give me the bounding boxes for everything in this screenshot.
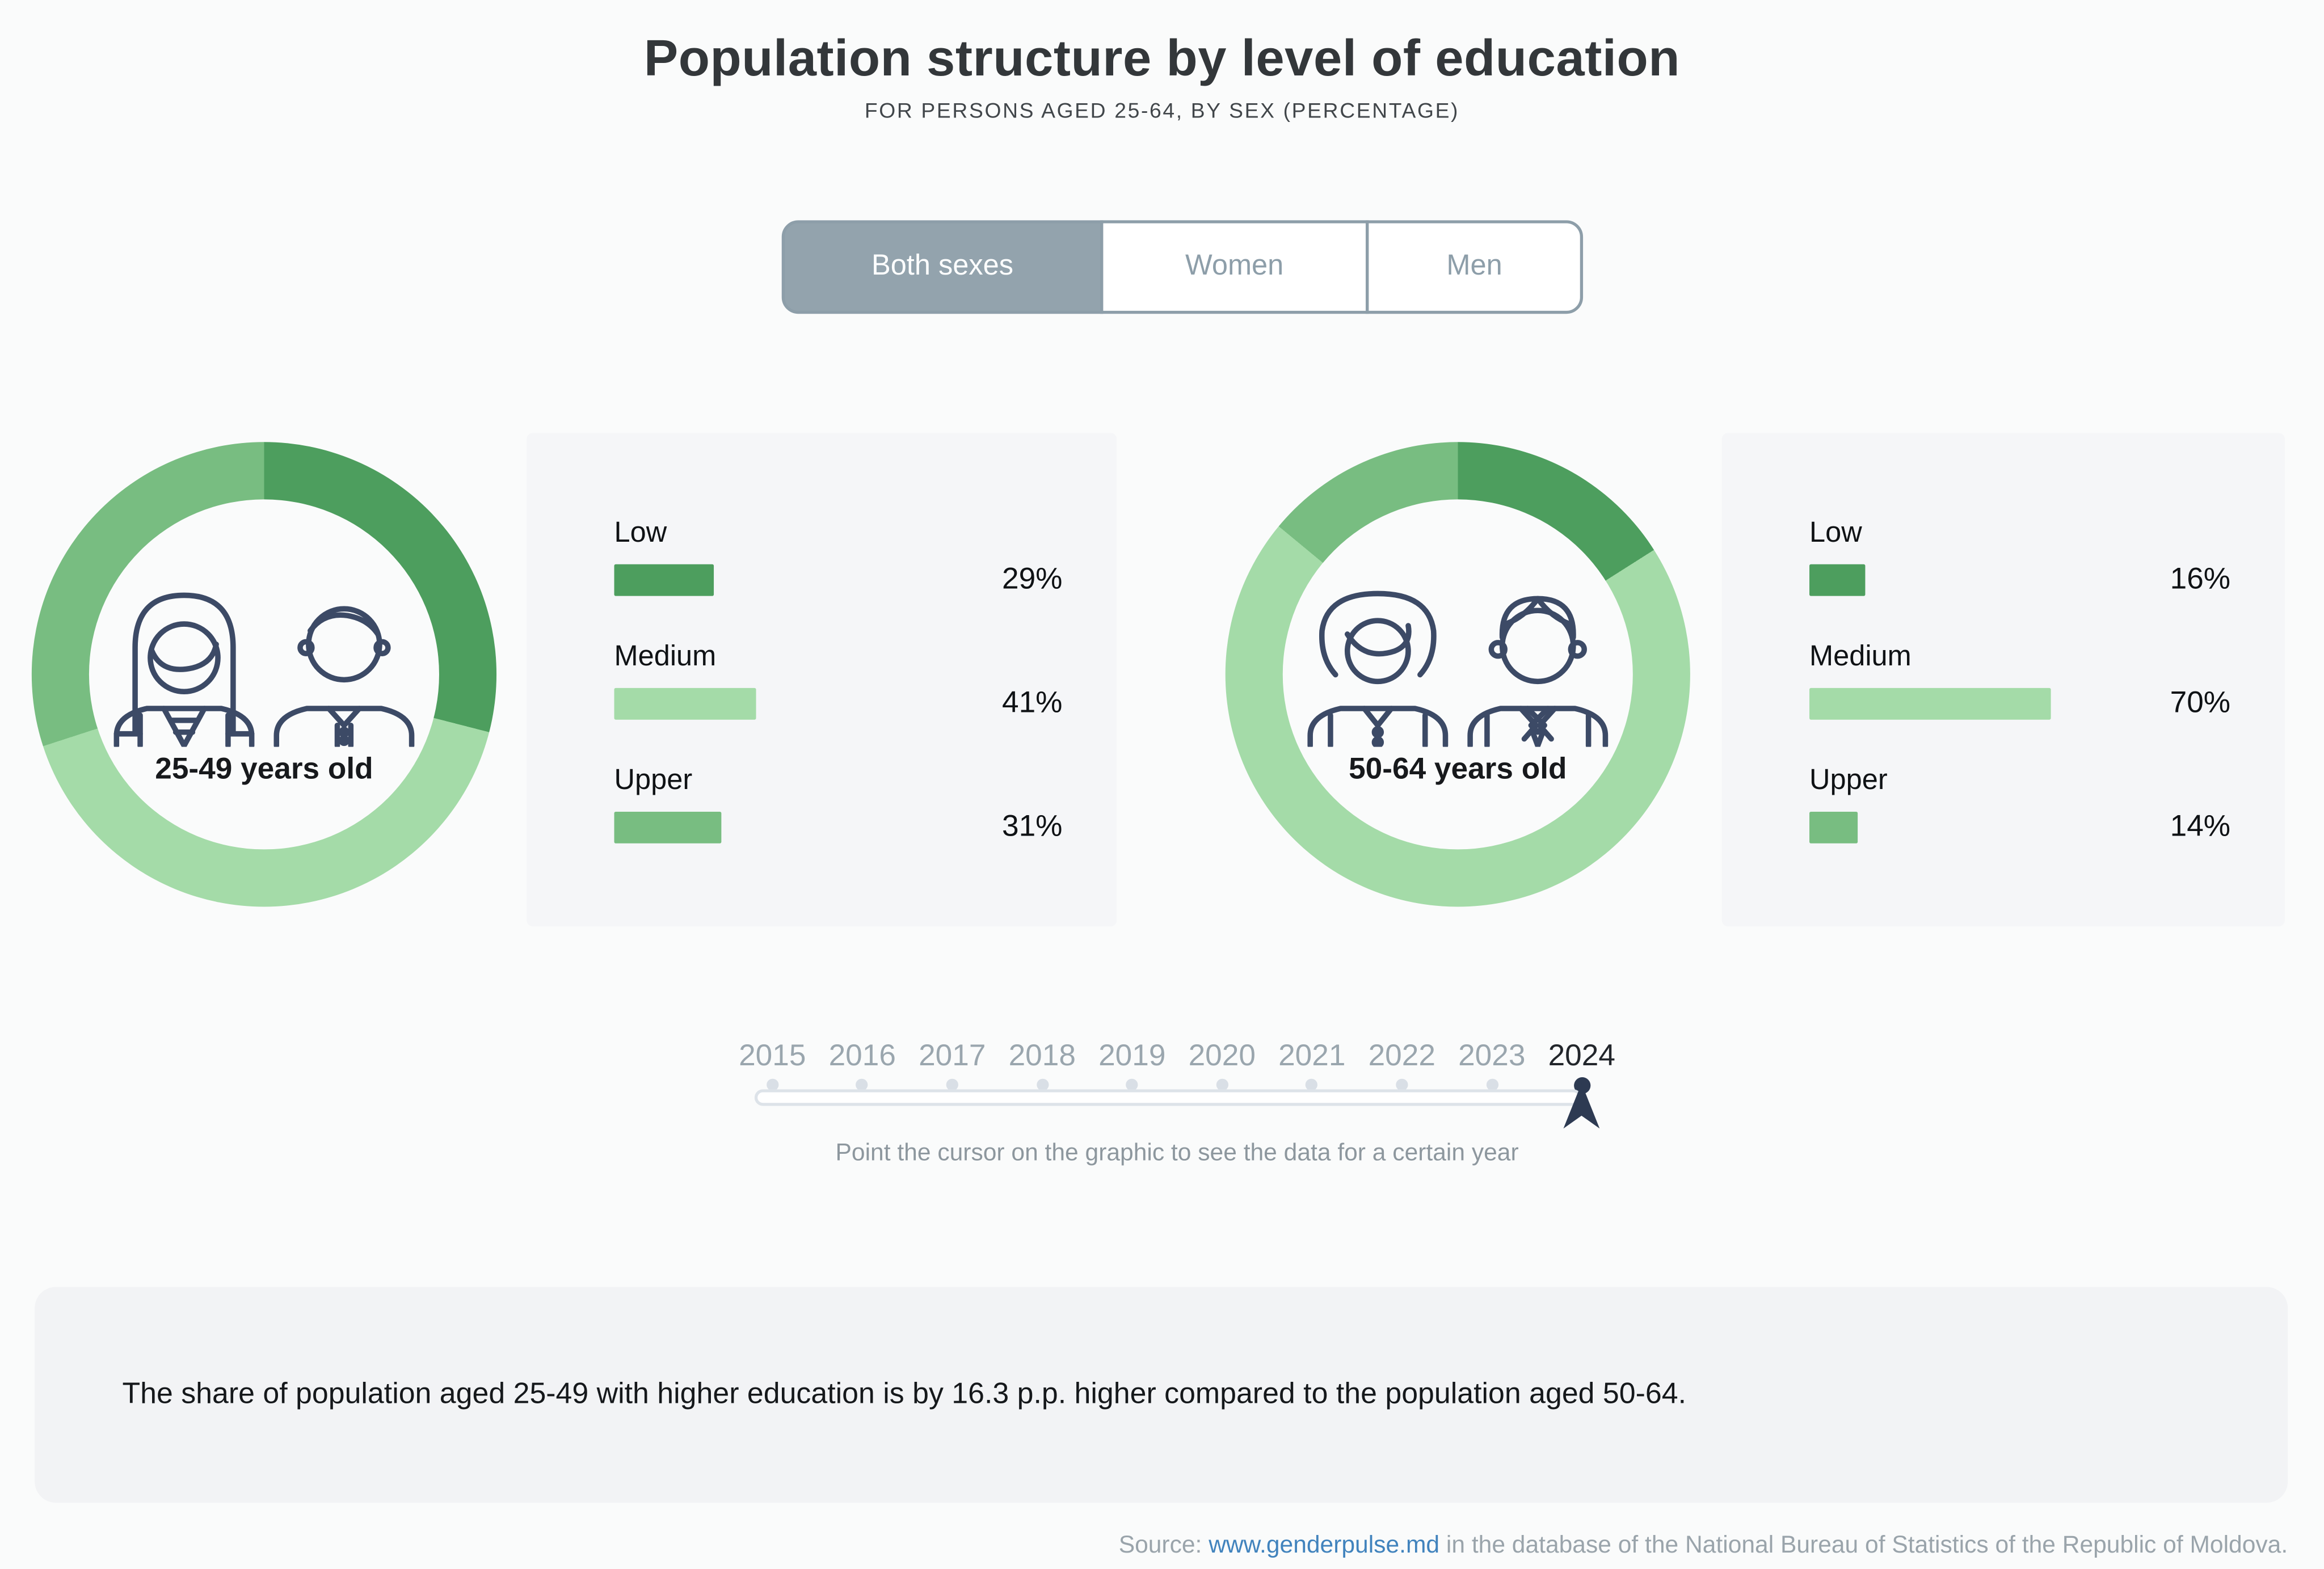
stat-label: Low <box>1809 517 1862 550</box>
stat-row-medium: Medium 70% <box>1809 641 2231 720</box>
sex-toggle: Both sexes Women Men <box>781 220 1584 314</box>
young-couple-illustration <box>100 569 429 747</box>
source-link[interactable]: www.genderpulse.md <box>1209 1533 1440 1559</box>
year-labels: 2015 2016 2017 2018 2019 2020 2021 2022 … <box>727 1040 1627 1074</box>
stat-bar <box>1809 688 2052 720</box>
older-couple-illustration <box>1293 569 1622 747</box>
year-2024-selected[interactable]: 2024 <box>1548 1039 1615 1073</box>
stats-panel-50-64: Low 16% Medium 70% Upper 14% <box>1721 433 2285 927</box>
stat-bar <box>1809 564 1865 596</box>
donut-label-50-64: 50-64 years old <box>1349 753 1567 786</box>
year-2022[interactable]: 2022 <box>1368 1039 1435 1073</box>
stat-bar <box>614 811 722 843</box>
insight-note-box: The share of population aged 25-49 with … <box>35 1287 2288 1503</box>
stat-bar <box>614 564 715 596</box>
stat-bar <box>1809 811 1858 843</box>
stat-label: Upper <box>614 765 693 797</box>
source-suffix: in the database of the National Bureau o… <box>1439 1533 2288 1559</box>
stat-value: 14% <box>2170 810 2231 843</box>
stat-row-low: Low 29% <box>614 517 1063 596</box>
stat-label: Medium <box>1809 641 1912 673</box>
source-prefix: Source: <box>1118 1533 1209 1559</box>
stat-label: Upper <box>1809 765 1888 797</box>
toggle-men[interactable]: Men <box>1366 220 1584 314</box>
older-woman-icon <box>1307 591 1449 747</box>
stat-label: Medium <box>614 641 717 673</box>
year-slider: 2015 2016 2017 2018 2019 2020 2021 2022 … <box>727 1040 1627 1145</box>
year-2021[interactable]: 2021 <box>1278 1039 1346 1073</box>
page-subtitle: FOR PERSONS AGED 25-64, BY SEX (PERCENTA… <box>864 98 1460 123</box>
stats-panel-25-49: Low 29% Medium 41% Upper 31% <box>527 433 1117 927</box>
slider-cursor-icon[interactable] <box>1563 1083 1600 1129</box>
year-2015[interactable]: 2015 <box>739 1039 806 1073</box>
stat-row-upper: Upper 14% <box>1809 765 2230 843</box>
page-title: Population structure by level of educati… <box>643 30 1681 88</box>
stat-label: Low <box>614 517 667 550</box>
older-man-icon <box>1467 596 1609 747</box>
stat-value: 29% <box>1001 563 1063 596</box>
donut-chart-50-64[interactable]: 50-64 years old <box>1225 442 1690 907</box>
year-2020[interactable]: 2020 <box>1188 1039 1256 1073</box>
stat-bar <box>614 688 756 720</box>
stat-row-upper: Upper 31% <box>614 765 1063 843</box>
year-2018[interactable]: 2018 <box>1008 1039 1076 1073</box>
year-2017[interactable]: 2017 <box>919 1039 986 1073</box>
stat-row-medium: Medium 41% <box>614 641 1063 720</box>
year-2019[interactable]: 2019 <box>1098 1039 1166 1073</box>
stat-value: 41% <box>1001 686 1063 720</box>
stat-value: 31% <box>1001 810 1063 843</box>
stat-value: 70% <box>2170 686 2231 720</box>
source-line: Source: www.genderpulse.md in the databa… <box>1119 1533 2288 1560</box>
stat-row-low: Low 16% <box>1809 517 2230 596</box>
year-2023[interactable]: 2023 <box>1458 1039 1526 1073</box>
young-man-icon <box>273 606 415 747</box>
toggle-both-sexes[interactable]: Both sexes <box>781 220 1104 314</box>
donut-label-25-49: 25-49 years old <box>155 753 373 786</box>
donut-chart-25-49[interactable]: 25-49 years old <box>31 442 497 907</box>
year-2016[interactable]: 2016 <box>828 1039 896 1073</box>
slider-track[interactable] <box>754 1089 1582 1106</box>
slider-instruction: Point the cursor on the graphic to see t… <box>835 1140 1519 1166</box>
stat-value: 16% <box>2170 563 2231 596</box>
insight-note-text: The share of population aged 25-49 with … <box>122 1377 1687 1411</box>
young-woman-icon <box>113 592 255 747</box>
toggle-women[interactable]: Women <box>1100 220 1369 314</box>
